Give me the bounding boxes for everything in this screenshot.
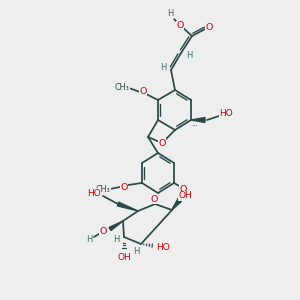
Text: H: H xyxy=(167,10,173,19)
Text: HO: HO xyxy=(219,110,233,118)
Text: O: O xyxy=(150,194,158,203)
Text: OH: OH xyxy=(117,253,131,262)
Polygon shape xyxy=(172,199,182,210)
Polygon shape xyxy=(191,118,205,122)
Text: O: O xyxy=(120,182,128,191)
Text: ···: ··· xyxy=(192,123,198,129)
Text: H: H xyxy=(86,235,92,244)
Text: HO: HO xyxy=(156,242,170,251)
Polygon shape xyxy=(117,202,138,211)
Text: O: O xyxy=(158,139,166,148)
Text: HO: HO xyxy=(87,188,101,197)
Text: H: H xyxy=(186,50,192,59)
Text: O: O xyxy=(179,185,187,194)
Polygon shape xyxy=(109,221,123,230)
Text: CH₃: CH₃ xyxy=(115,82,129,91)
Text: O: O xyxy=(176,22,184,31)
Text: O: O xyxy=(139,88,147,97)
Text: CH₃: CH₃ xyxy=(96,185,110,194)
Text: O: O xyxy=(205,22,213,32)
Text: OH: OH xyxy=(178,191,192,200)
Text: H: H xyxy=(133,248,139,256)
Text: H: H xyxy=(160,64,166,73)
Text: H: H xyxy=(113,236,119,244)
Text: O: O xyxy=(99,227,107,236)
